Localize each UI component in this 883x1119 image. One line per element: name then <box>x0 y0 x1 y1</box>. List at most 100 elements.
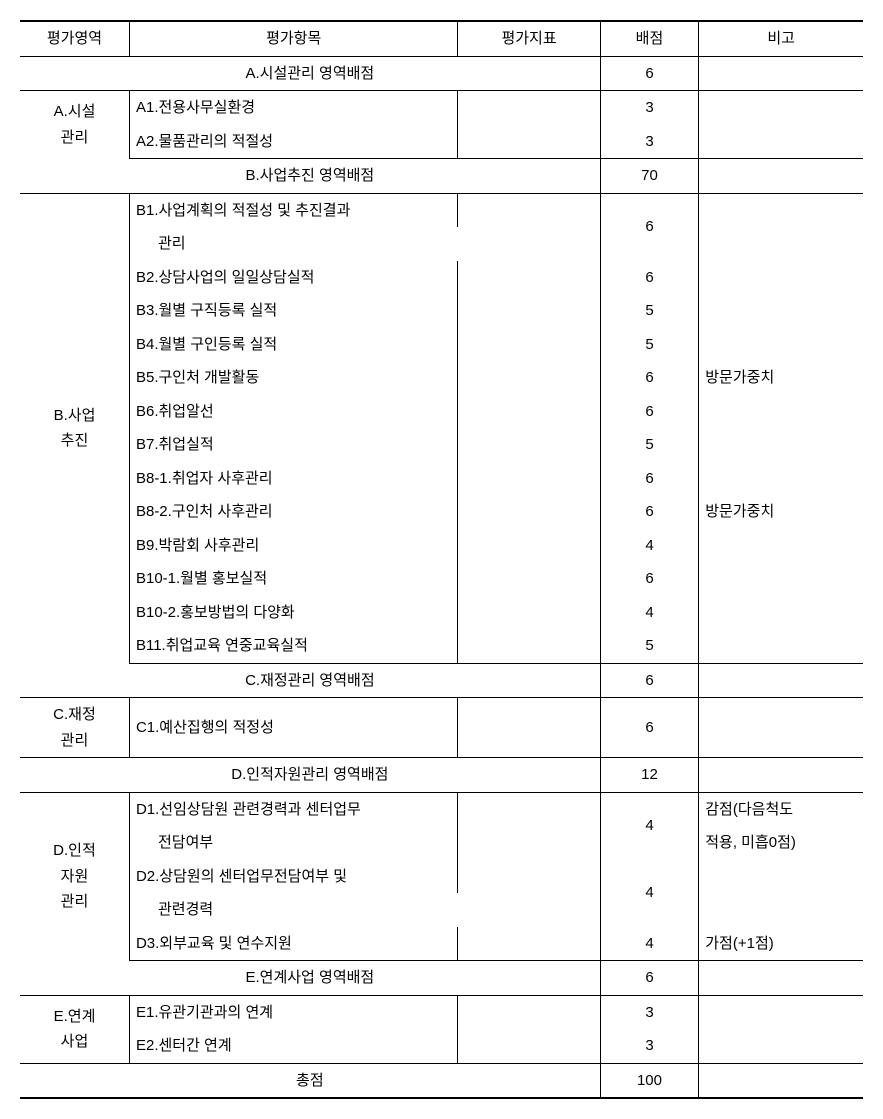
section-e-total: 6 <box>600 961 699 996</box>
indicator-cell <box>458 860 600 927</box>
item-indent: 관리 <box>129 227 457 261</box>
item-label: D2.상담원의 센터업무전담여부 및 <box>129 860 457 894</box>
note-cell <box>699 529 863 563</box>
item-label: B9.박람회 사후관리 <box>129 529 457 563</box>
score-cell: 4 <box>600 860 699 927</box>
table-row: B4.월별 구인등록 실적 5 <box>20 328 863 362</box>
indicator-cell <box>458 428 600 462</box>
item-label: B10-1.월별 홍보실적 <box>129 562 457 596</box>
indicator-cell <box>458 361 600 395</box>
score-cell: 6 <box>600 193 699 261</box>
table-row: B5.구인처 개발활동 6 방문가중치 <box>20 361 863 395</box>
section-a-total: 6 <box>600 56 699 91</box>
section-c-total: 6 <box>600 663 699 698</box>
table-row: B8-1.취업자 사후관리 6 <box>20 462 863 496</box>
section-a-note <box>699 56 863 91</box>
score-cell: 3 <box>600 1029 699 1063</box>
item-label: D1.선임상담원 관련경력과 센터업무 <box>129 792 457 826</box>
item-indent: 전담여부 <box>129 826 457 860</box>
item-label: B8-2.구인처 사후관리 <box>129 495 457 529</box>
note-cell <box>699 860 863 927</box>
area-b: B.사업 추진 <box>20 193 129 663</box>
item-label: B1.사업계획의 적절성 및 추진결과 <box>129 193 457 227</box>
score-cell: 3 <box>600 91 699 125</box>
score-cell: 5 <box>600 428 699 462</box>
header-indicator: 평가지표 <box>458 21 600 56</box>
area-d: D.인적 자원 관리 <box>20 792 129 961</box>
section-b-note <box>699 159 863 194</box>
note-cell <box>699 629 863 663</box>
area-e: E.연계 사업 <box>20 995 129 1063</box>
note-cell: 감점(다음척도 <box>699 792 863 826</box>
item-label: B2.상담사업의 일일상담실적 <box>129 261 457 295</box>
note-cell <box>699 91 863 125</box>
item-label: B4.월별 구인등록 실적 <box>129 328 457 362</box>
header-score: 배점 <box>600 21 699 56</box>
section-c-note <box>699 663 863 698</box>
indicator-cell <box>458 261 600 295</box>
indicator-cell <box>458 294 600 328</box>
table-row: A2.물품관리의 적절성 3 <box>20 125 863 159</box>
item-label: E2.센터간 연계 <box>129 1029 457 1063</box>
table-row: B3.월별 구직등록 실적 5 <box>20 294 863 328</box>
score-cell: 6 <box>600 361 699 395</box>
note-cell <box>699 193 863 261</box>
note-cell: 방문가중치 <box>699 495 863 529</box>
note-cell <box>699 462 863 496</box>
section-b-title: B.사업추진 영역배점 <box>20 159 600 194</box>
section-a-header: A.시설관리 영역배점 6 <box>20 56 863 91</box>
table-row: E2.센터간 연계 3 <box>20 1029 863 1063</box>
note-cell <box>699 395 863 429</box>
table-row: 전담여부 적용, 미흡0점) <box>20 826 863 860</box>
total-score: 100 <box>600 1063 699 1098</box>
indicator-cell <box>458 596 600 630</box>
item-label: B3.월별 구직등록 실적 <box>129 294 457 328</box>
item-label: D3.외부교육 및 연수지원 <box>129 927 457 961</box>
section-d-title: D.인적자원관리 영역배점 <box>20 758 600 793</box>
score-cell: 4 <box>600 529 699 563</box>
section-d-total: 12 <box>600 758 699 793</box>
score-cell: 3 <box>600 125 699 159</box>
note-cell <box>699 562 863 596</box>
total-row: 총점 100 <box>20 1063 863 1098</box>
score-cell: 5 <box>600 294 699 328</box>
item-label: B5.구인처 개발활동 <box>129 361 457 395</box>
note-cell <box>699 294 863 328</box>
table-row: B2.상담사업의 일일상담실적 6 <box>20 261 863 295</box>
section-b-total: 70 <box>600 159 699 194</box>
indicator-cell <box>458 792 600 860</box>
note-cell <box>699 261 863 295</box>
score-cell: 6 <box>600 698 699 758</box>
section-e-header: E.연계사업 영역배점 6 <box>20 961 863 996</box>
score-cell: 5 <box>600 328 699 362</box>
table-row: D2.상담원의 센터업무전담여부 및 4 <box>20 860 863 894</box>
section-c-header: C.재정관리 영역배점 6 <box>20 663 863 698</box>
indicator-cell <box>458 193 600 261</box>
section-c-title: C.재정관리 영역배점 <box>20 663 600 698</box>
score-cell: 4 <box>600 927 699 961</box>
table-row: D.인적 자원 관리 D1.선임상담원 관련경력과 센터업무 4 감점(다음척도 <box>20 792 863 826</box>
item-label: B6.취업알선 <box>129 395 457 429</box>
note-cell: 가점(+1점) <box>699 927 863 961</box>
table-row: B10-2.홍보방법의 다양화 4 <box>20 596 863 630</box>
table-row: C.재정 관리 C1.예산집행의 적정성 6 <box>20 698 863 758</box>
table-row: E.연계 사업 E1.유관기관과의 연계 3 <box>20 995 863 1029</box>
section-d-note <box>699 758 863 793</box>
item-label: A1.전용사무실환경 <box>129 91 457 125</box>
note-cell <box>699 995 863 1029</box>
score-cell: 6 <box>600 462 699 496</box>
header-note: 비고 <box>699 21 863 56</box>
item-label: E1.유관기관과의 연계 <box>129 995 457 1029</box>
table-row: B11.취업교육 연중교육실적 5 <box>20 629 863 663</box>
note-cell <box>699 428 863 462</box>
section-d-header: D.인적자원관리 영역배점 12 <box>20 758 863 793</box>
total-label: 총점 <box>20 1063 600 1098</box>
section-a-title: A.시설관리 영역배점 <box>20 56 600 91</box>
item-label: B11.취업교육 연중교육실적 <box>129 629 457 663</box>
table-row: B10-1.월별 홍보실적 6 <box>20 562 863 596</box>
table-row: B6.취업알선 6 <box>20 395 863 429</box>
indicator-cell <box>458 125 600 159</box>
indicator-cell <box>458 328 600 362</box>
section-e-title: E.연계사업 영역배점 <box>20 961 600 996</box>
header-item: 평가항목 <box>129 21 457 56</box>
